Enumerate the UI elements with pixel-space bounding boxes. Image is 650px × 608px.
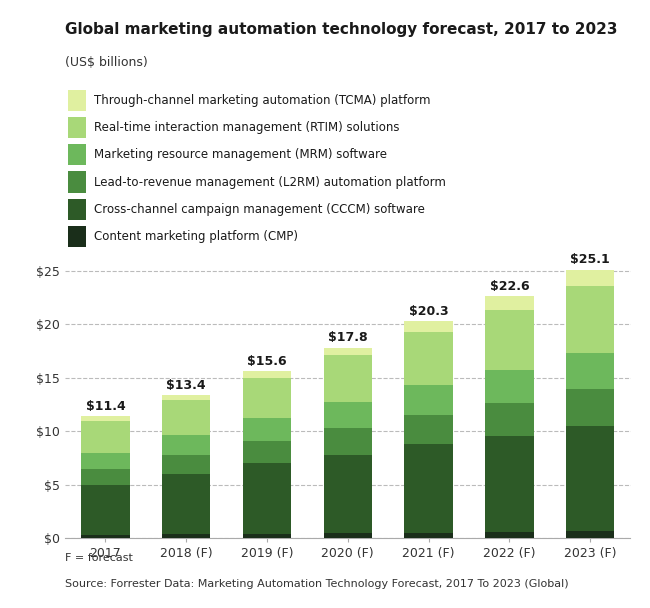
Bar <box>162 400 211 435</box>
Bar <box>566 269 614 286</box>
FancyBboxPatch shape <box>68 117 86 138</box>
Bar <box>404 444 453 533</box>
FancyBboxPatch shape <box>68 226 86 247</box>
Bar <box>81 469 129 485</box>
Text: $20.3: $20.3 <box>409 305 448 318</box>
Bar <box>566 531 614 538</box>
Text: Marketing resource management (MRM) software: Marketing resource management (MRM) soft… <box>94 148 387 161</box>
Bar <box>162 455 211 474</box>
Bar <box>242 418 291 441</box>
Bar <box>485 532 534 538</box>
Bar <box>81 485 129 535</box>
Bar <box>566 353 614 389</box>
Bar <box>485 437 534 532</box>
FancyBboxPatch shape <box>68 90 86 111</box>
Bar <box>485 296 534 310</box>
Bar <box>81 416 129 421</box>
Bar <box>81 535 129 538</box>
Text: $15.6: $15.6 <box>247 355 287 368</box>
Bar <box>404 321 453 331</box>
Bar <box>242 463 291 534</box>
Bar <box>566 286 614 353</box>
Bar <box>81 421 129 452</box>
Bar <box>242 378 291 418</box>
Text: Cross-channel campaign management (CCCM) software: Cross-channel campaign management (CCCM)… <box>94 202 425 216</box>
Text: $22.6: $22.6 <box>489 280 529 293</box>
Bar <box>242 441 291 463</box>
Bar <box>566 389 614 426</box>
Bar <box>162 435 211 455</box>
Text: (US$ billions): (US$ billions) <box>65 57 148 69</box>
Bar <box>324 533 372 538</box>
FancyBboxPatch shape <box>68 144 86 165</box>
Text: Through-channel marketing automation (TCMA) platform: Through-channel marketing automation (TC… <box>94 94 431 107</box>
Bar <box>81 452 129 469</box>
Bar <box>324 402 372 429</box>
Bar <box>404 415 453 444</box>
Bar <box>162 395 211 400</box>
Bar <box>404 533 453 538</box>
FancyBboxPatch shape <box>68 199 86 219</box>
Text: $25.1: $25.1 <box>570 254 610 266</box>
Bar <box>162 474 211 534</box>
FancyBboxPatch shape <box>68 171 86 193</box>
Bar <box>324 355 372 402</box>
Text: Global marketing automation technology forecast, 2017 to 2023: Global marketing automation technology f… <box>65 22 618 36</box>
Bar <box>324 455 372 533</box>
Bar <box>485 403 534 437</box>
Text: Real-time interaction management (RTIM) solutions: Real-time interaction management (RTIM) … <box>94 121 400 134</box>
Bar <box>324 429 372 455</box>
Text: F = forecast: F = forecast <box>65 553 133 562</box>
Text: $11.4: $11.4 <box>86 400 125 413</box>
Text: $13.4: $13.4 <box>166 379 206 392</box>
Bar <box>485 310 534 370</box>
Bar <box>404 331 453 385</box>
Bar <box>242 534 291 538</box>
Bar <box>404 385 453 415</box>
Text: Source: Forrester Data: Marketing Automation Technology Forecast, 2017 To 2023 (: Source: Forrester Data: Marketing Automa… <box>65 579 569 589</box>
Bar <box>242 371 291 378</box>
Text: $17.8: $17.8 <box>328 331 367 345</box>
Bar <box>566 426 614 531</box>
Text: Content marketing platform (CMP): Content marketing platform (CMP) <box>94 230 298 243</box>
Bar <box>162 534 211 538</box>
Text: Lead-to-revenue management (L2RM) automation platform: Lead-to-revenue management (L2RM) automa… <box>94 176 447 188</box>
Bar <box>485 370 534 403</box>
Bar <box>324 348 372 355</box>
